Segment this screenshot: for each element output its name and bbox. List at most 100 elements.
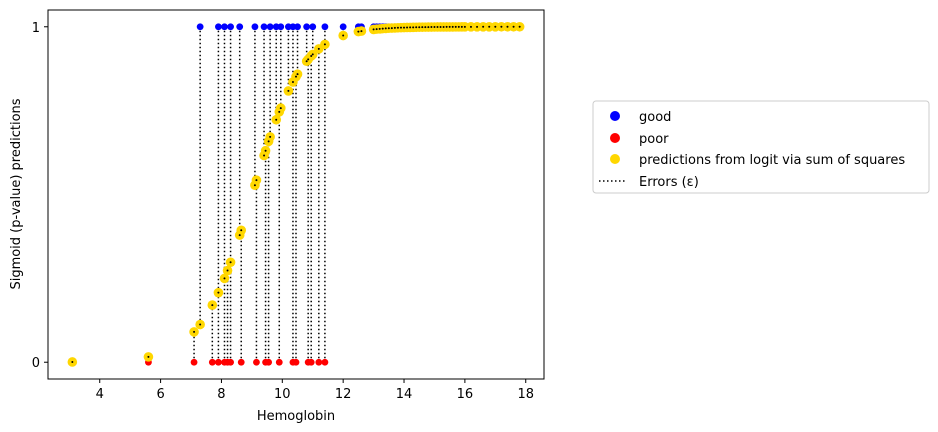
prediction-dot: [229, 261, 232, 264]
prediction-dot: [387, 27, 390, 30]
prediction-dot: [448, 25, 451, 28]
good-point: [215, 23, 222, 31]
prediction-dot: [193, 330, 196, 333]
prediction-dot: [518, 25, 521, 28]
prediction-dot: [240, 229, 243, 232]
y-axis-label: Sigmoid (p-value) predictions: [9, 98, 24, 289]
prediction-dot: [409, 26, 412, 29]
prediction-dot: [291, 81, 294, 84]
prediction-dot: [263, 154, 266, 157]
prediction-dot: [217, 291, 220, 294]
prediction-dot: [279, 107, 282, 110]
prediction-dot: [439, 25, 442, 28]
poor-point: [208, 358, 216, 366]
prediction-dot: [494, 25, 497, 28]
poor-point: [265, 358, 273, 366]
prediction-dot: [442, 25, 445, 28]
prediction-dot: [415, 26, 418, 29]
prediction-dot: [488, 25, 491, 28]
good-point: [227, 23, 234, 31]
legend-box: [592, 100, 930, 194]
prediction-dot: [390, 27, 393, 30]
prediction-dot: [445, 25, 448, 28]
prediction-dot: [310, 54, 313, 57]
x-tick-label: 14: [396, 387, 413, 402]
prediction-dot: [457, 25, 460, 28]
good-point: [266, 23, 274, 31]
prediction-dot: [305, 60, 308, 63]
good-point: [260, 23, 268, 31]
prediction-dot: [360, 30, 363, 33]
legend-good-marker: [610, 111, 620, 121]
prediction-dot: [317, 47, 320, 50]
good-point: [221, 23, 228, 31]
prediction-dot: [436, 25, 439, 28]
legend-good-label: good: [639, 110, 671, 125]
good-point: [251, 23, 259, 31]
prediction-dot: [506, 25, 509, 28]
x-tick-label: 8: [217, 387, 225, 402]
prediction-dot: [421, 26, 424, 29]
prediction-dot: [147, 355, 150, 358]
legend-poor-label: poor: [639, 132, 669, 147]
prediction-dot: [226, 269, 229, 272]
prediction-dot: [406, 26, 409, 29]
prediction-dot: [253, 184, 256, 187]
x-axis-label: Hemoglobin: [257, 409, 335, 424]
prediction-dot: [311, 53, 314, 56]
legend-poor-marker: [610, 133, 620, 143]
prediction-dot: [482, 25, 485, 28]
poor-point: [190, 358, 198, 366]
prediction-dot: [307, 58, 310, 61]
prediction-dot: [451, 25, 454, 28]
good-point: [303, 23, 311, 31]
prediction-dot: [430, 26, 433, 29]
prediction-dot: [323, 43, 326, 46]
prediction-dot: [403, 26, 406, 29]
prediction-dot: [296, 73, 299, 76]
poor-points: [68, 358, 329, 366]
legend-predictions-label: predictions from logit via sum of square…: [639, 153, 905, 168]
prediction-dot: [264, 149, 267, 152]
prediction-dot: [71, 360, 74, 363]
y-tick-label: 1: [32, 21, 40, 36]
prediction-dot: [512, 25, 515, 28]
good-point: [196, 23, 204, 31]
prediction-dot: [476, 25, 479, 28]
prediction-dot: [357, 30, 360, 33]
poor-point: [307, 358, 315, 366]
prediction-dot: [342, 34, 345, 37]
x-tick-label: 10: [274, 387, 291, 402]
x-tick-label: 6: [156, 387, 164, 402]
good-point: [321, 23, 329, 31]
poor-point: [237, 358, 245, 366]
legend: good poor predictions from logit via sum…: [592, 100, 930, 194]
prediction-dot: [384, 27, 387, 30]
prediction-dot: [469, 25, 472, 28]
x-axis-ticks: 4 6 8 10 12 14 16 18: [96, 379, 534, 402]
prediction-dot: [278, 110, 281, 113]
prediction-dot: [463, 25, 466, 28]
prediction-dot: [295, 75, 297, 78]
prediction-dot: [381, 27, 384, 30]
legend-predictions-marker: [610, 154, 620, 164]
x-tick-label: 12: [335, 387, 352, 402]
good-point: [339, 23, 347, 31]
poor-point: [215, 358, 222, 366]
poor-point: [315, 358, 323, 366]
y-axis-ticks: 01: [32, 21, 48, 371]
prediction-dot: [275, 118, 278, 121]
prediction-dot: [393, 26, 396, 29]
prediction-dot: [427, 26, 430, 29]
prediction-error-endpoints: [71, 25, 521, 363]
prediction-dot: [211, 304, 214, 307]
prediction-dot: [424, 26, 427, 29]
prediction-dot: [378, 27, 381, 30]
prediction-dot: [287, 89, 290, 92]
good-point: [294, 23, 301, 31]
poor-point: [227, 358, 234, 366]
y-tick-label: 0: [32, 356, 40, 371]
prediction-dot: [223, 277, 226, 280]
prediction-dot: [399, 26, 402, 29]
